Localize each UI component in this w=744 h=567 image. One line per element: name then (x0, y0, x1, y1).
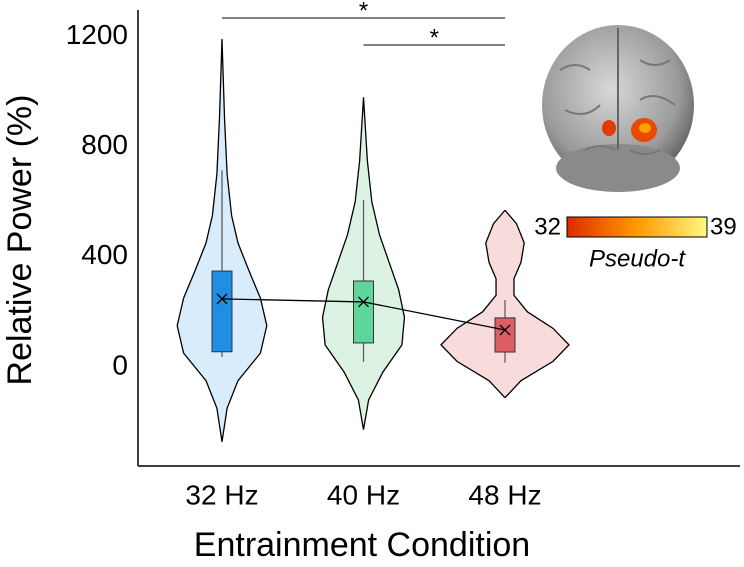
y-tick-label: 1200 (66, 19, 128, 50)
colorbar-min: 32 (534, 213, 561, 240)
significance-label: * (359, 0, 368, 24)
violin-half (362, 97, 406, 430)
colorbar-label: Pseudo-t (589, 245, 686, 272)
box (211, 270, 233, 353)
mean-marker (499, 324, 511, 336)
violin-half (504, 209, 570, 399)
violin-half (176, 39, 223, 442)
y-tick-label: 0 (112, 349, 128, 380)
significance-label: * (430, 24, 439, 51)
box (353, 280, 374, 344)
x-axis-title: Entrainment Condition (194, 526, 530, 562)
colorbar-max: 39 (710, 213, 737, 240)
y-tick-label: 400 (81, 239, 128, 270)
y-axis-title: Relative Power (%) (1, 95, 39, 386)
x-tick-label: 32 Hz (185, 479, 258, 510)
colorbar (566, 216, 708, 238)
violin-half (221, 39, 268, 442)
y-tick-label: 800 (81, 129, 128, 160)
brain-inset (542, 25, 694, 192)
x-tick-label: 48 Hz (468, 479, 541, 510)
x-tick-label: 40 Hz (327, 479, 400, 510)
mean-marker (216, 293, 228, 305)
box (494, 317, 516, 353)
violin-half (440, 209, 506, 399)
mean-marker (358, 296, 369, 308)
violin-half (321, 97, 365, 430)
